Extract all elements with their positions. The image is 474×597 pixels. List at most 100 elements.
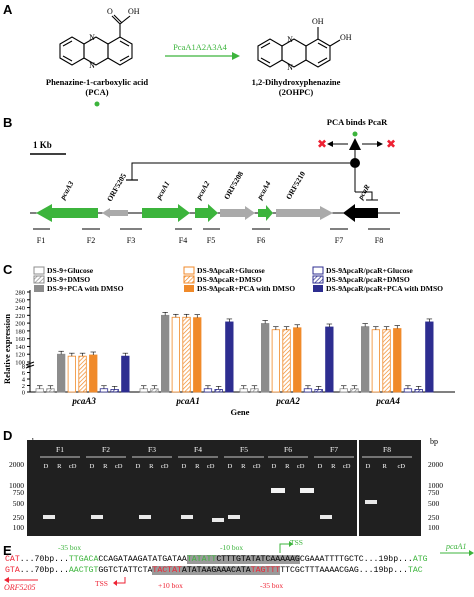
band (212, 518, 224, 522)
band (271, 488, 285, 493)
gel-lane-label: D (44, 463, 49, 470)
promoter-sequence: -35 box -10 box TSS pcaA1 CAT...70bp...T… (0, 538, 474, 597)
y-tick-label: 120 (15, 352, 25, 359)
label-pcaA4: pcaA4 (254, 179, 272, 202)
legend-item: DS-9+DMSO (47, 275, 90, 284)
gel-group-label: F6 (284, 445, 292, 454)
ladder-label: 2000 (9, 460, 24, 469)
x-mark-icon: ✖ (317, 137, 327, 151)
gene-pcaA3 (36, 204, 98, 222)
2ohpc-oh1: OH (312, 17, 324, 26)
tss-bottom-label: TSS (95, 579, 108, 588)
bar (150, 388, 159, 393)
y-tick-label: 140 (15, 344, 25, 351)
bar (139, 388, 148, 393)
y-tick-label: 4 (22, 377, 26, 384)
2ohpc-n-bot: N (287, 63, 293, 72)
frag-f8: F8 (375, 236, 383, 245)
bar (203, 388, 213, 393)
pca-abbr: (PCA) (85, 87, 108, 97)
ladder-label: 100 (428, 523, 440, 532)
gene-pcaA2 (195, 204, 218, 222)
label-orf5205: ORF5205 (105, 172, 128, 203)
binds-label: PCA binds PcaR (327, 117, 388, 127)
legend-item: DS-9ΔpcaR+Glucose (197, 266, 265, 275)
2ohpc-structure (257, 27, 341, 68)
expression-bar-chart: DS-9+Glucose DS-9+DMSO DS-9+PCA with DMS… (2, 266, 455, 417)
ladder-label: 500 (428, 499, 440, 508)
gel-lane-label: cD (398, 463, 406, 470)
y-tick-label: 260 (15, 297, 25, 304)
y-tick-label: 6 (22, 370, 26, 377)
gel-lane-label: D (90, 463, 95, 470)
bottom-strand: GTA...70bp...AACTGTGGTCTATTCTATACTATATAT… (5, 566, 423, 575)
legend-item: DS-9ΔpcaR/pcaR+DMSO (326, 275, 410, 284)
gel-group-label: F2 (102, 445, 110, 454)
gene-orf5208 (220, 206, 255, 220)
gel-lane-label: R (195, 463, 200, 470)
bar (239, 388, 248, 393)
tss-top-label: TSS (290, 538, 303, 547)
ladder-label: 250 (13, 513, 25, 522)
pca-name: Phenazine-1-carboxylic acid (46, 77, 148, 87)
pca-oh: OH (128, 7, 140, 16)
gel-lane-label: cD (253, 463, 261, 470)
gel-lane-label: R (382, 463, 387, 470)
gel-group-label: F1 (56, 445, 64, 454)
bar (110, 389, 119, 393)
ladder-label: 500 (13, 499, 25, 508)
bar (250, 388, 259, 393)
gel-lane-label: cD (207, 463, 215, 470)
bar (414, 389, 423, 393)
gel-lane-label: R (285, 463, 290, 470)
y-tick-label: 180 (15, 328, 25, 335)
y-tick-label: 160 (15, 336, 25, 343)
pca-structure (59, 14, 133, 66)
label-orf5210: ORF5210 (284, 170, 307, 201)
x-category-label: pcaA3 (71, 396, 96, 406)
ladder-label: 100 (13, 523, 25, 532)
bar (271, 329, 281, 393)
gene-pcaR (343, 204, 378, 222)
bar (403, 388, 413, 393)
y-tick-label: 200 (15, 321, 25, 328)
bp-label-right: bp (430, 437, 438, 446)
bar (193, 317, 202, 393)
y-tick-label: 280 (15, 290, 25, 297)
bar (225, 321, 234, 393)
panel-a-letter: A (3, 2, 13, 17)
bar (325, 326, 334, 393)
x-category-label: pcaA1 (175, 396, 200, 406)
box35-top-label: -35 box (58, 543, 82, 552)
gel-lane-label: D (228, 463, 233, 470)
ladder-label: 250 (428, 513, 440, 522)
gel-lane-label: R (103, 463, 108, 470)
scale-label: 1 Kb (33, 140, 52, 150)
y-tick-label: 2 (22, 383, 25, 390)
x-category-label: pcaA2 (275, 396, 300, 406)
ladder-label: 2000 (428, 460, 443, 469)
2ohpc-name: 1,2-Dihydroxyphenazine (252, 77, 341, 87)
2ohpc-oh2: OH (340, 33, 352, 42)
x-mark-icon: ✖ (386, 137, 396, 151)
panel-e-letter: E (3, 543, 12, 558)
bar (293, 327, 302, 393)
gel-group-label: F5 (240, 445, 248, 454)
gel-lane-label: R (57, 463, 62, 470)
box35-bottom-label: -35 box (260, 581, 284, 590)
2ohpc-n-top: N (287, 35, 293, 44)
panel-c-letter: C (3, 262, 13, 277)
frag-f6: F6 (257, 236, 265, 245)
gene-cluster-map: 1 Kb PCA binds PcaR ✖ ✖ pcaA3 ORF5205 pc… (30, 117, 400, 245)
frag-f4: F4 (179, 236, 187, 245)
gene-orf5205 (102, 208, 128, 218)
legend-item: DS-9ΔpcaR/pcaR+Glucose (326, 266, 413, 275)
arrow-head-icon (232, 52, 240, 60)
gel-lane-label: R (149, 463, 154, 470)
pcaA1-label: pcaA1 (446, 542, 467, 551)
pca-n-bot: N (89, 61, 95, 70)
gel-group-label: F7 (330, 445, 338, 454)
bar (303, 388, 313, 393)
bar (371, 329, 381, 393)
